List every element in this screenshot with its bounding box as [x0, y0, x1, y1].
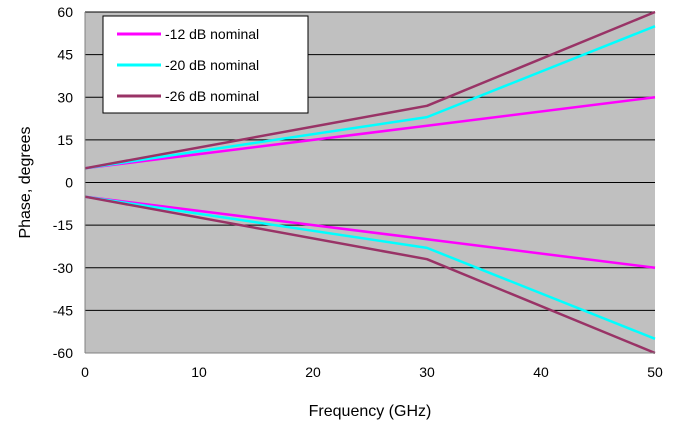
series-line-upper: [84, 96, 656, 170]
legend: -12 dB nominal -20 dB nominal -26 dB nomin…: [102, 15, 309, 114]
y-tick-label: -45: [53, 302, 73, 318]
y-tick-label: -30: [53, 260, 73, 276]
series-line-upper: [84, 10, 656, 170]
legend-label: -20 dB nominal: [165, 57, 259, 73]
y-tick-label: 60: [57, 4, 73, 20]
y-tick-label: 0: [65, 175, 73, 191]
y-tick-label: -15: [53, 217, 73, 233]
y-tick-label: 30: [57, 89, 73, 105]
series-line-lower: [84, 195, 656, 340]
x-tick-label: 30: [419, 364, 435, 380]
y-tick-label: 15: [57, 132, 73, 148]
x-tick-label: 50: [647, 364, 663, 380]
legend-label: -12 dB nominal: [165, 26, 259, 42]
y-axis-title: Phase, degrees: [17, 126, 34, 238]
legend-label: -26 dB nominal: [165, 88, 259, 104]
series-line-upper: [84, 25, 656, 170]
series-line-lower: [84, 195, 656, 355]
y-tick-label: 45: [57, 47, 73, 63]
x-tick-label: 0: [81, 364, 89, 380]
x-tick-label: 40: [533, 364, 549, 380]
y-tick-label: -60: [53, 345, 73, 361]
axes: [84, 12, 655, 354]
x-tick-label: 10: [191, 364, 207, 380]
series-lines: [84, 10, 656, 355]
tick-labels: -60 -45 -30 -15 0 15 30 45 60 0 10 20 30 40 50: [53, 4, 663, 380]
x-axis-title: Frequency (GHz): [309, 403, 432, 420]
x-tick-label: 20: [305, 364, 321, 380]
series-line-lower: [84, 195, 656, 270]
